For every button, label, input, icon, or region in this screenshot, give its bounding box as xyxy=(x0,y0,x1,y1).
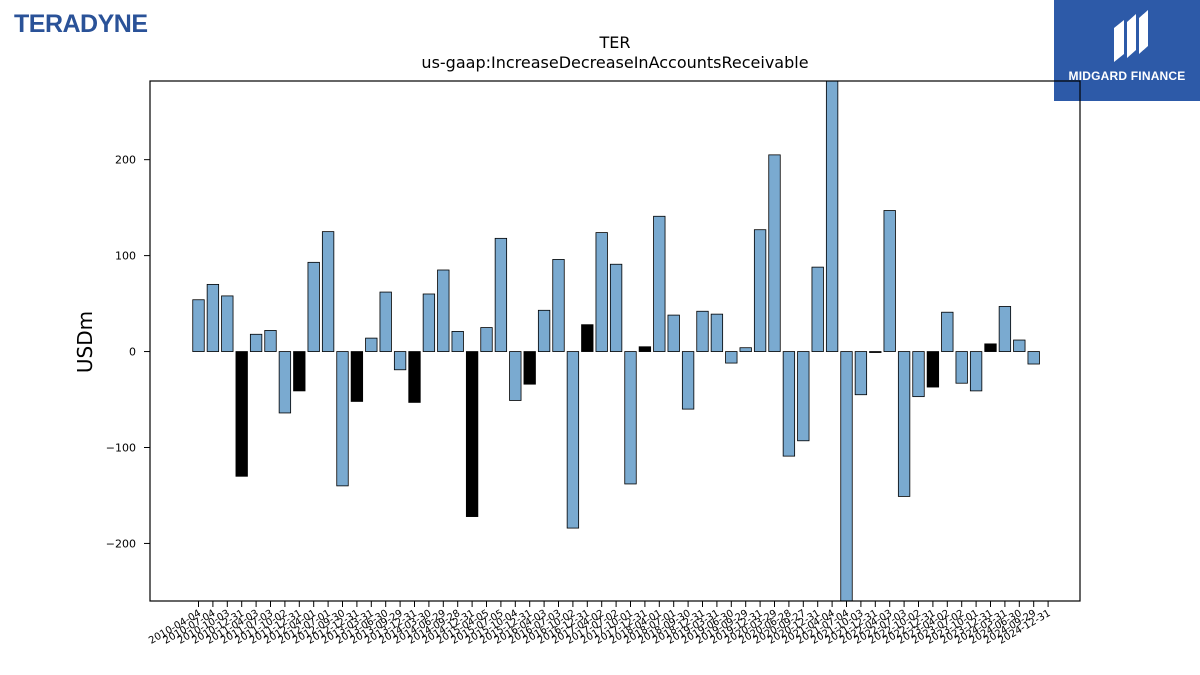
bar-2015-07-05 xyxy=(494,237,508,352)
y-axis-label: USDm xyxy=(73,311,97,373)
y-axis-ticks: −200 −100 0 100 200 xyxy=(106,154,150,550)
bar-2015-12-31 xyxy=(523,351,536,385)
bar-2021-12-31 xyxy=(869,351,882,353)
bar-2018-12-31 xyxy=(696,310,709,352)
x-axis-ticks: 2010-04-042010-07-042010-10-032010-12-31… xyxy=(147,601,1053,647)
chart-subtitle: us-gaap:IncreaseDecreaseInAccountsReceiv… xyxy=(421,53,808,72)
bar-2016-07-03 xyxy=(552,259,565,352)
bar-2016-04-03 xyxy=(537,309,551,352)
teradyne-logo: TERADYNE xyxy=(14,10,148,38)
bar-2019-09-29 xyxy=(739,347,752,352)
bar-2013-09-29 xyxy=(393,351,407,371)
bar-2016-10-02 xyxy=(566,351,580,529)
bar-2019-03-31 xyxy=(710,313,724,352)
bar-2018-07-01 xyxy=(667,314,680,352)
bar-2019-06-30 xyxy=(725,351,738,364)
bar-2014-12-31 xyxy=(465,351,479,517)
bar-2010-10-03 xyxy=(221,295,234,352)
bar-2010-04-04 xyxy=(192,299,205,352)
bar-2013-12-31 xyxy=(408,351,421,403)
bar-2016-12-31 xyxy=(581,324,594,352)
plot-frame xyxy=(149,80,1081,602)
bar-2013-03-31 xyxy=(365,337,378,352)
bar-2021-07-04 xyxy=(840,351,853,602)
bar-2011-07-03 xyxy=(264,330,277,352)
bar-2020-09-27 xyxy=(797,351,810,442)
bar-2017-10-01 xyxy=(624,351,637,485)
bar-2022-07-03 xyxy=(897,351,911,497)
y-tick-label: 200 xyxy=(115,154,136,167)
bar-2014-06-29 xyxy=(437,269,450,352)
bar-2017-07-02 xyxy=(609,263,623,352)
bar-2024-03-31 xyxy=(998,306,1012,352)
bar-2020-03-29 xyxy=(768,154,781,352)
bar-2024-06-30 xyxy=(1013,339,1026,352)
bar-2012-04-01 xyxy=(307,261,320,352)
bar-2018-09-30 xyxy=(681,351,695,410)
bar-2011-04-03 xyxy=(249,333,263,352)
chart-title: TER xyxy=(599,33,631,52)
midgard-logo-text: MIDGARD FINANCE xyxy=(1068,69,1186,83)
bar-2011-12-31 xyxy=(293,351,306,392)
bar-2011-10-02 xyxy=(278,351,292,414)
bar-2017-12-31 xyxy=(638,346,652,352)
midgard-emblem-icon xyxy=(1114,10,1148,62)
bar-2014-09-28 xyxy=(451,331,464,352)
y-tick-label: 0 xyxy=(129,346,136,359)
y-tick-label: −200 xyxy=(106,537,136,550)
bar-2023-12-31 xyxy=(984,343,997,352)
bar-2021-10-03 xyxy=(854,351,868,396)
midgard-finance-logo: MIDGARD FINANCE xyxy=(1054,0,1200,101)
bar-2015-04-05 xyxy=(480,327,493,352)
bar-2020-12-31 xyxy=(811,266,824,352)
bar-2018-04-01 xyxy=(653,215,666,352)
bar-2024-09-29 xyxy=(1027,351,1040,365)
bar-2010-12-31 xyxy=(235,351,248,477)
bar-2015-10-04 xyxy=(509,351,522,401)
bar-2020-06-28 xyxy=(782,351,796,457)
y-tick-label: 100 xyxy=(115,250,136,263)
bar-2014-03-30 xyxy=(422,293,436,352)
bars-layer xyxy=(192,80,1040,602)
bar-2019-12-31 xyxy=(753,229,767,352)
bar-2023-10-01 xyxy=(969,351,983,392)
bar-2022-04-03 xyxy=(883,210,896,352)
bar-2010-07-04 xyxy=(206,283,220,352)
y-tick-label: −100 xyxy=(106,441,136,454)
bar-2023-04-02 xyxy=(941,311,954,352)
bar-2012-12-31 xyxy=(350,351,364,402)
bar-2012-09-30 xyxy=(336,351,349,487)
bar-2021-04-04 xyxy=(825,80,839,352)
bar-2017-04-02 xyxy=(595,232,608,352)
bar-2023-07-02 xyxy=(955,351,968,384)
bar-2022-10-02 xyxy=(912,351,925,398)
bar-2013-06-30 xyxy=(379,291,392,352)
bar-2012-07-01 xyxy=(321,231,335,352)
bar-2022-12-31 xyxy=(926,351,940,388)
